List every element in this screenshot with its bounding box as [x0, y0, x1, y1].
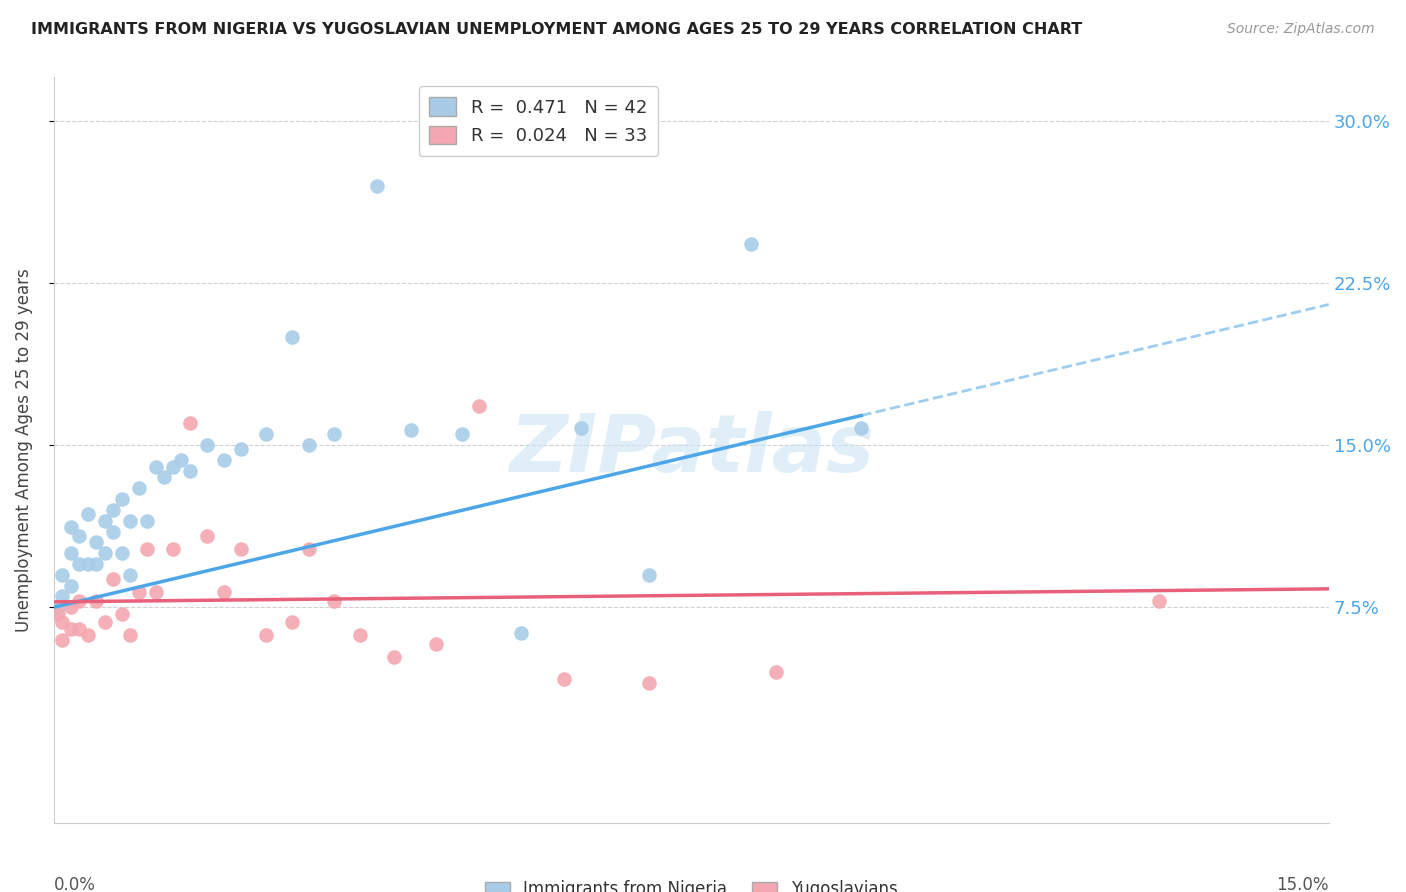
Point: [120, 567, 142, 582]
Point: [637, 567, 659, 582]
Point: [162, 541, 184, 556]
Point: [281, 330, 304, 344]
Point: [740, 236, 762, 251]
Point: [765, 665, 787, 679]
Point: [145, 585, 167, 599]
Point: [103, 524, 125, 539]
Text: IMMIGRANTS FROM NIGERIA VS YUGOSLAVIAN UNEMPLOYMENT AMONG AGES 25 TO 29 YEARS CO: IMMIGRANTS FROM NIGERIA VS YUGOSLAVIAN U…: [31, 22, 1083, 37]
Point: [94, 615, 117, 630]
Point: [399, 423, 422, 437]
Point: [76, 508, 98, 522]
Point: [136, 541, 159, 556]
Point: [323, 593, 346, 607]
Point: [103, 503, 125, 517]
Text: Source: ZipAtlas.com: Source: ZipAtlas.com: [1227, 22, 1375, 37]
Point: [59, 520, 82, 534]
Point: [103, 572, 125, 586]
Point: [195, 529, 218, 543]
Point: [212, 453, 235, 467]
Point: [425, 637, 447, 651]
Point: [67, 557, 90, 571]
Point: [851, 421, 873, 435]
Point: [111, 546, 134, 560]
Point: [76, 557, 98, 571]
Text: 0.0%: 0.0%: [53, 876, 96, 892]
Point: [450, 427, 472, 442]
Point: [553, 672, 575, 686]
Point: [86, 557, 108, 571]
Point: [59, 546, 82, 560]
Point: [59, 579, 82, 593]
Point: [51, 632, 73, 647]
Point: [298, 541, 321, 556]
Point: [51, 590, 73, 604]
Point: [145, 459, 167, 474]
Point: [59, 600, 82, 615]
Text: ZIPatlas: ZIPatlas: [509, 411, 873, 490]
Point: [179, 464, 201, 478]
Point: [128, 585, 150, 599]
Point: [51, 615, 73, 630]
Point: [195, 438, 218, 452]
Point: [120, 514, 142, 528]
Point: [86, 535, 108, 549]
Y-axis label: Unemployment Among Ages 25 to 29 years: Unemployment Among Ages 25 to 29 years: [15, 268, 32, 632]
Point: [281, 615, 304, 630]
Point: [51, 567, 73, 582]
Point: [59, 622, 82, 636]
Point: [111, 492, 134, 507]
Legend: Immigrants from Nigeria, Yugoslavians: Immigrants from Nigeria, Yugoslavians: [478, 873, 904, 892]
Point: [76, 628, 98, 642]
Point: [162, 459, 184, 474]
Point: [86, 593, 108, 607]
Point: [569, 421, 592, 435]
Point: [323, 427, 346, 442]
Point: [111, 607, 134, 621]
Point: [153, 470, 176, 484]
Point: [366, 178, 388, 193]
Point: [1147, 593, 1170, 607]
Point: [67, 529, 90, 543]
Point: [179, 417, 201, 431]
Point: [510, 626, 533, 640]
Point: [382, 650, 405, 665]
Point: [136, 514, 159, 528]
Point: [254, 427, 277, 442]
Point: [212, 585, 235, 599]
Point: [349, 628, 371, 642]
Point: [94, 514, 117, 528]
Point: [637, 676, 659, 690]
Point: [128, 481, 150, 495]
Point: [170, 453, 193, 467]
Point: [94, 546, 117, 560]
Point: [46, 600, 69, 615]
Point: [468, 399, 491, 413]
Point: [254, 628, 277, 642]
Point: [67, 622, 90, 636]
Point: [229, 541, 252, 556]
Point: [298, 438, 321, 452]
Point: [46, 607, 69, 621]
Point: [120, 628, 142, 642]
Point: [67, 593, 90, 607]
Point: [229, 442, 252, 457]
Text: 15.0%: 15.0%: [1277, 876, 1329, 892]
